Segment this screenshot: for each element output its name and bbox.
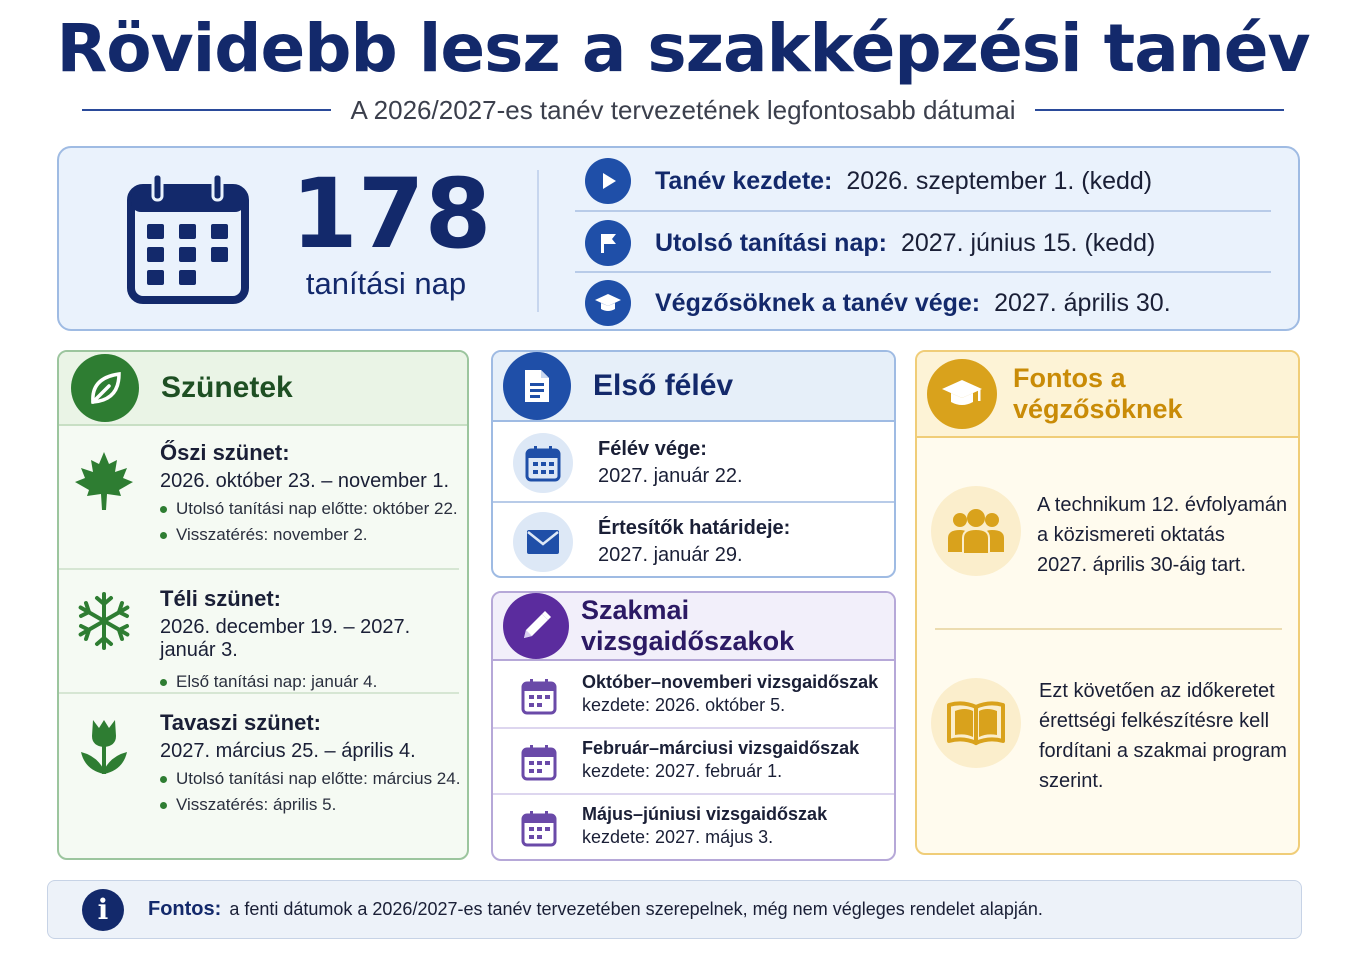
semester-label: Félév vége: <box>598 438 707 460</box>
calendar-icon <box>521 811 557 847</box>
calendar-icon <box>513 433 573 493</box>
semester-value: 2027. január 29. <box>598 544 743 566</box>
pencil-icon <box>503 593 569 659</box>
document-icon <box>503 352 571 420</box>
summary-panel: 178 tanítási nap Tanév kezdete: 2026. sz… <box>57 146 1300 331</box>
envelope-icon <box>513 512 573 572</box>
break-bullet: Visszatérés: november 2. <box>160 525 458 545</box>
break-bullet: Utolsó tanítási nap előtte: március 24. <box>160 769 460 789</box>
calendar-icon <box>127 172 249 304</box>
exam-periods-card: Szakmai vizsgaidőszakok Október–november… <box>491 591 896 861</box>
graduates-header: Fontos a végzősöknek <box>917 352 1298 438</box>
footer-label: Fontos: <box>148 898 222 920</box>
break-range: 2026. december 19. – 2027. január 3. <box>160 616 411 661</box>
key-date-last-day: Utolsó tanítási nap: 2027. június 15. (k… <box>585 214 1271 272</box>
break-title: Téli szünet: <box>160 586 282 611</box>
exam-period-value: kezdete: 2027. február 1. <box>582 761 783 781</box>
break-bullet: Utolsó tanítási nap előtte: október 22. <box>160 499 458 519</box>
page-title: Rövidebb lesz a szakképzési tanév <box>56 10 1310 87</box>
key-date-divider <box>575 210 1271 212</box>
snowflake-icon <box>78 592 130 650</box>
breaks-card: Szünetek Őszi szünet: 2026. október 23. … <box>57 350 469 860</box>
leaf-icon <box>71 354 139 422</box>
key-date-value: 2026. szeptember 1. (kedd) <box>846 166 1153 195</box>
graduation-cap-icon <box>585 280 631 326</box>
break-range: 2026. október 23. – november 1. <box>160 470 450 492</box>
key-date-label: Utolsó tanítási nap: <box>655 228 887 257</box>
play-icon <box>585 158 631 204</box>
break-divider <box>59 692 459 694</box>
key-date-label: Tanév kezdete: <box>655 166 833 195</box>
subtitle-line-right <box>1035 109 1285 111</box>
exam-period-row: Október–novemberi vizsgaidőszak kezdete:… <box>493 663 894 729</box>
break-divider <box>59 568 459 570</box>
first-semester-header: Első félév <box>493 352 894 422</box>
page-subtitle: A 2026/2027-es tanév tervezetének legfon… <box>350 94 1016 125</box>
key-date-start: Tanév kezdete: 2026. szeptember 1. (kedd… <box>585 152 1271 210</box>
teaching-days-count: 178 <box>291 158 492 270</box>
exam-period-value: kezdete: 2026. október 5. <box>582 695 786 715</box>
semester-row: Értesítők határideje: 2027. január 29. <box>493 503 894 576</box>
graduates-card: Fontos a végzősöknek A technikum 12. évf… <box>915 350 1300 855</box>
flag-icon <box>585 220 631 266</box>
key-date-divider <box>575 271 1271 273</box>
semester-divider <box>493 501 894 503</box>
break-title: Tavaszi szünet: <box>160 710 321 735</box>
maple-leaf-icon <box>75 452 133 510</box>
exam-period-value: kezdete: 2027. május 3. <box>582 827 774 847</box>
key-date-value: 2027. április 30. <box>994 288 1171 317</box>
graduates-note-1: A technikum 12. évfolyamán a közismereti… <box>1037 494 1288 576</box>
semester-label: Értesítők határideje: <box>598 517 791 539</box>
exam-period-divider <box>493 727 894 729</box>
exam-period-label: Május–júniusi vizsgaidőszak <box>582 804 828 824</box>
calendar-icon <box>521 745 557 781</box>
graduates-note-2: Ezt követően az időkeretet érettségi fel… <box>1039 680 1287 792</box>
break-bullet: Első tanítási nap: január 4. <box>160 672 467 692</box>
exam-period-label: Október–novemberi vizsgaidőszak <box>582 672 879 692</box>
people-icon <box>931 486 1021 576</box>
summary-divider <box>537 170 539 312</box>
break-range: 2027. március 25. – április 4. <box>160 740 416 762</box>
exam-periods-title: Szakmai vizsgaidőszakok <box>581 595 795 656</box>
exam-period-row: Február–márciusi vizsgaidőszak kezdete: … <box>493 729 894 795</box>
semester-row: Félév vége: 2027. január 22. <box>493 424 894 502</box>
breaks-header: Szünetek <box>59 352 467 426</box>
breaks-title: Szünetek <box>161 371 293 404</box>
subtitle-row: A 2026/2027-es tanév tervezetének legfon… <box>82 92 1285 128</box>
key-date-label: Végzősöknek a tanév vége: <box>655 288 981 317</box>
exam-period-label: Február–márciusi vizsgaidőszak <box>582 738 860 758</box>
tulip-icon <box>81 720 127 774</box>
first-semester-title: Első félév <box>593 369 734 402</box>
break-title: Őszi szünet: <box>160 440 290 465</box>
calendar-icon <box>521 679 557 715</box>
exam-periods-header: Szakmai vizsgaidőszakok <box>493 593 894 661</box>
footer-note: i Fontos: a fenti dátumok a 2026/2027-es… <box>47 880 1302 939</box>
first-semester-card: Első félév Félév vége: 2027. január 22. <box>491 350 896 578</box>
exam-period-divider <box>493 793 894 795</box>
exam-period-row: Május–júniusi vizsgaidőszak kezdete: 202… <box>493 795 894 859</box>
key-date-graduates-end: Végzősöknek a tanév vége: 2027. április … <box>585 274 1271 332</box>
subtitle-line-left <box>82 109 331 111</box>
footer-text: a fenti dátumok a 2026/2027-es tanév ter… <box>229 899 1043 919</box>
info-icon: i <box>82 888 124 931</box>
break-bullet: Visszatérés: április 5. <box>160 795 460 815</box>
book-icon <box>931 678 1021 768</box>
key-date-value: 2027. június 15. (kedd) <box>900 228 1156 257</box>
teaching-days-label: tanítási nap <box>305 266 467 301</box>
graduates-divider <box>935 628 1282 630</box>
semester-value: 2027. január 22. <box>598 465 743 487</box>
graduation-cap-icon <box>927 359 997 429</box>
graduates-title: Fontos a végzősöknek <box>1013 363 1183 424</box>
